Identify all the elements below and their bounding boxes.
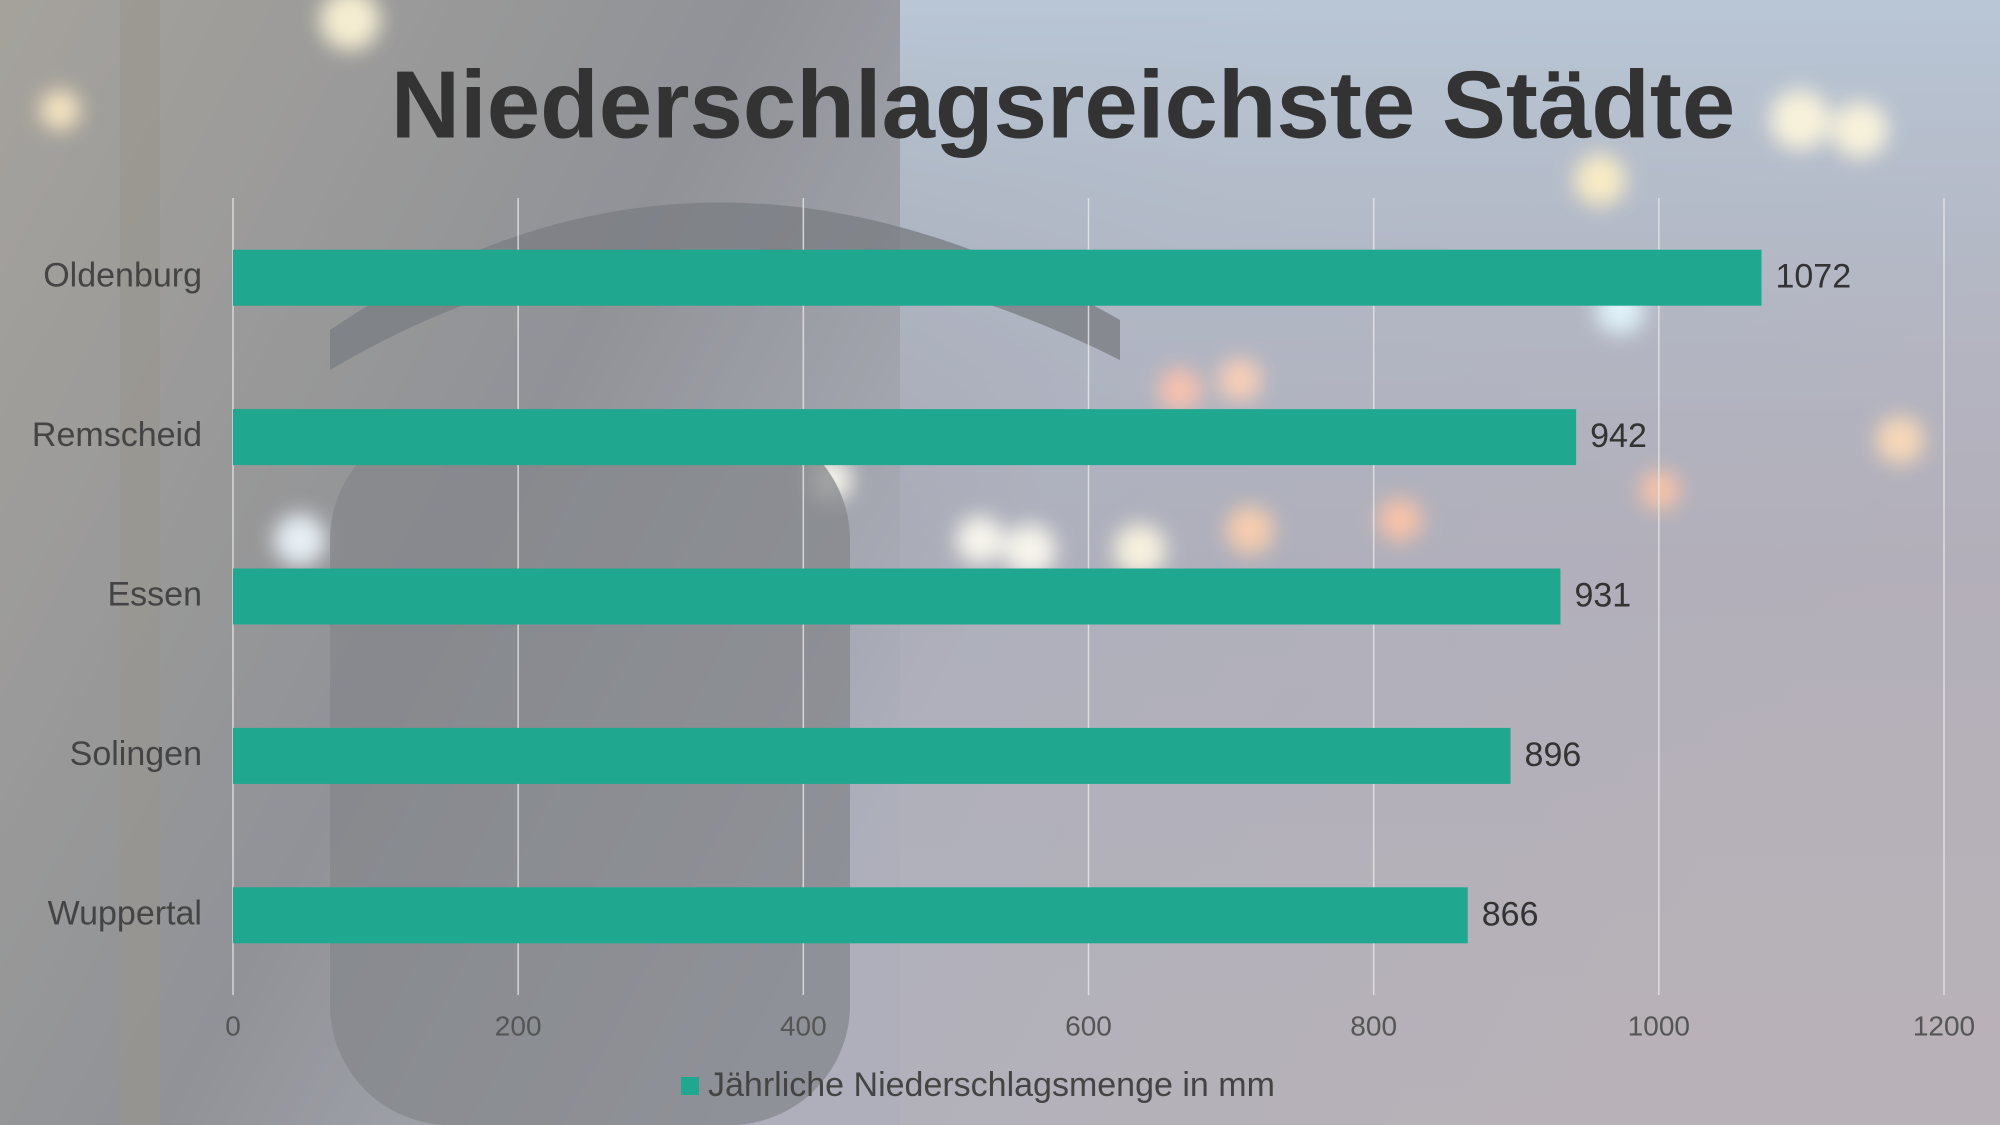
value-label: 866	[1482, 895, 1539, 933]
value-label: 942	[1590, 417, 1647, 455]
y-tick-label: Solingen	[70, 735, 202, 773]
x-tick-label: 800	[1350, 1010, 1397, 1041]
y-tick-label: Oldenburg	[43, 257, 202, 295]
y-tick-label: Essen	[108, 575, 203, 613]
x-tick-label: 1200	[1913, 1010, 1975, 1041]
chart-title: Niederschlagsreichste Städte	[391, 51, 1736, 158]
legend-swatch	[681, 1077, 699, 1095]
y-tick-label: Wuppertal	[48, 894, 202, 932]
bar	[233, 568, 1561, 625]
x-tick-label: 1000	[1628, 1010, 1690, 1041]
bar	[233, 249, 1762, 306]
x-tick-label: 0	[225, 1010, 241, 1041]
bar	[233, 887, 1468, 944]
value-label: 1072	[1775, 258, 1851, 296]
x-tick-label: 400	[780, 1010, 827, 1041]
x-tick-label: 600	[1065, 1010, 1112, 1041]
y-tick-label: Remscheid	[32, 416, 202, 454]
value-label: 931	[1574, 576, 1631, 614]
bar	[233, 409, 1577, 466]
value-label: 896	[1525, 736, 1582, 774]
legend-label: Jährliche Niederschlagsmenge in mm	[708, 1066, 1275, 1104]
bar	[233, 727, 1511, 784]
x-tick-label: 200	[495, 1010, 542, 1041]
